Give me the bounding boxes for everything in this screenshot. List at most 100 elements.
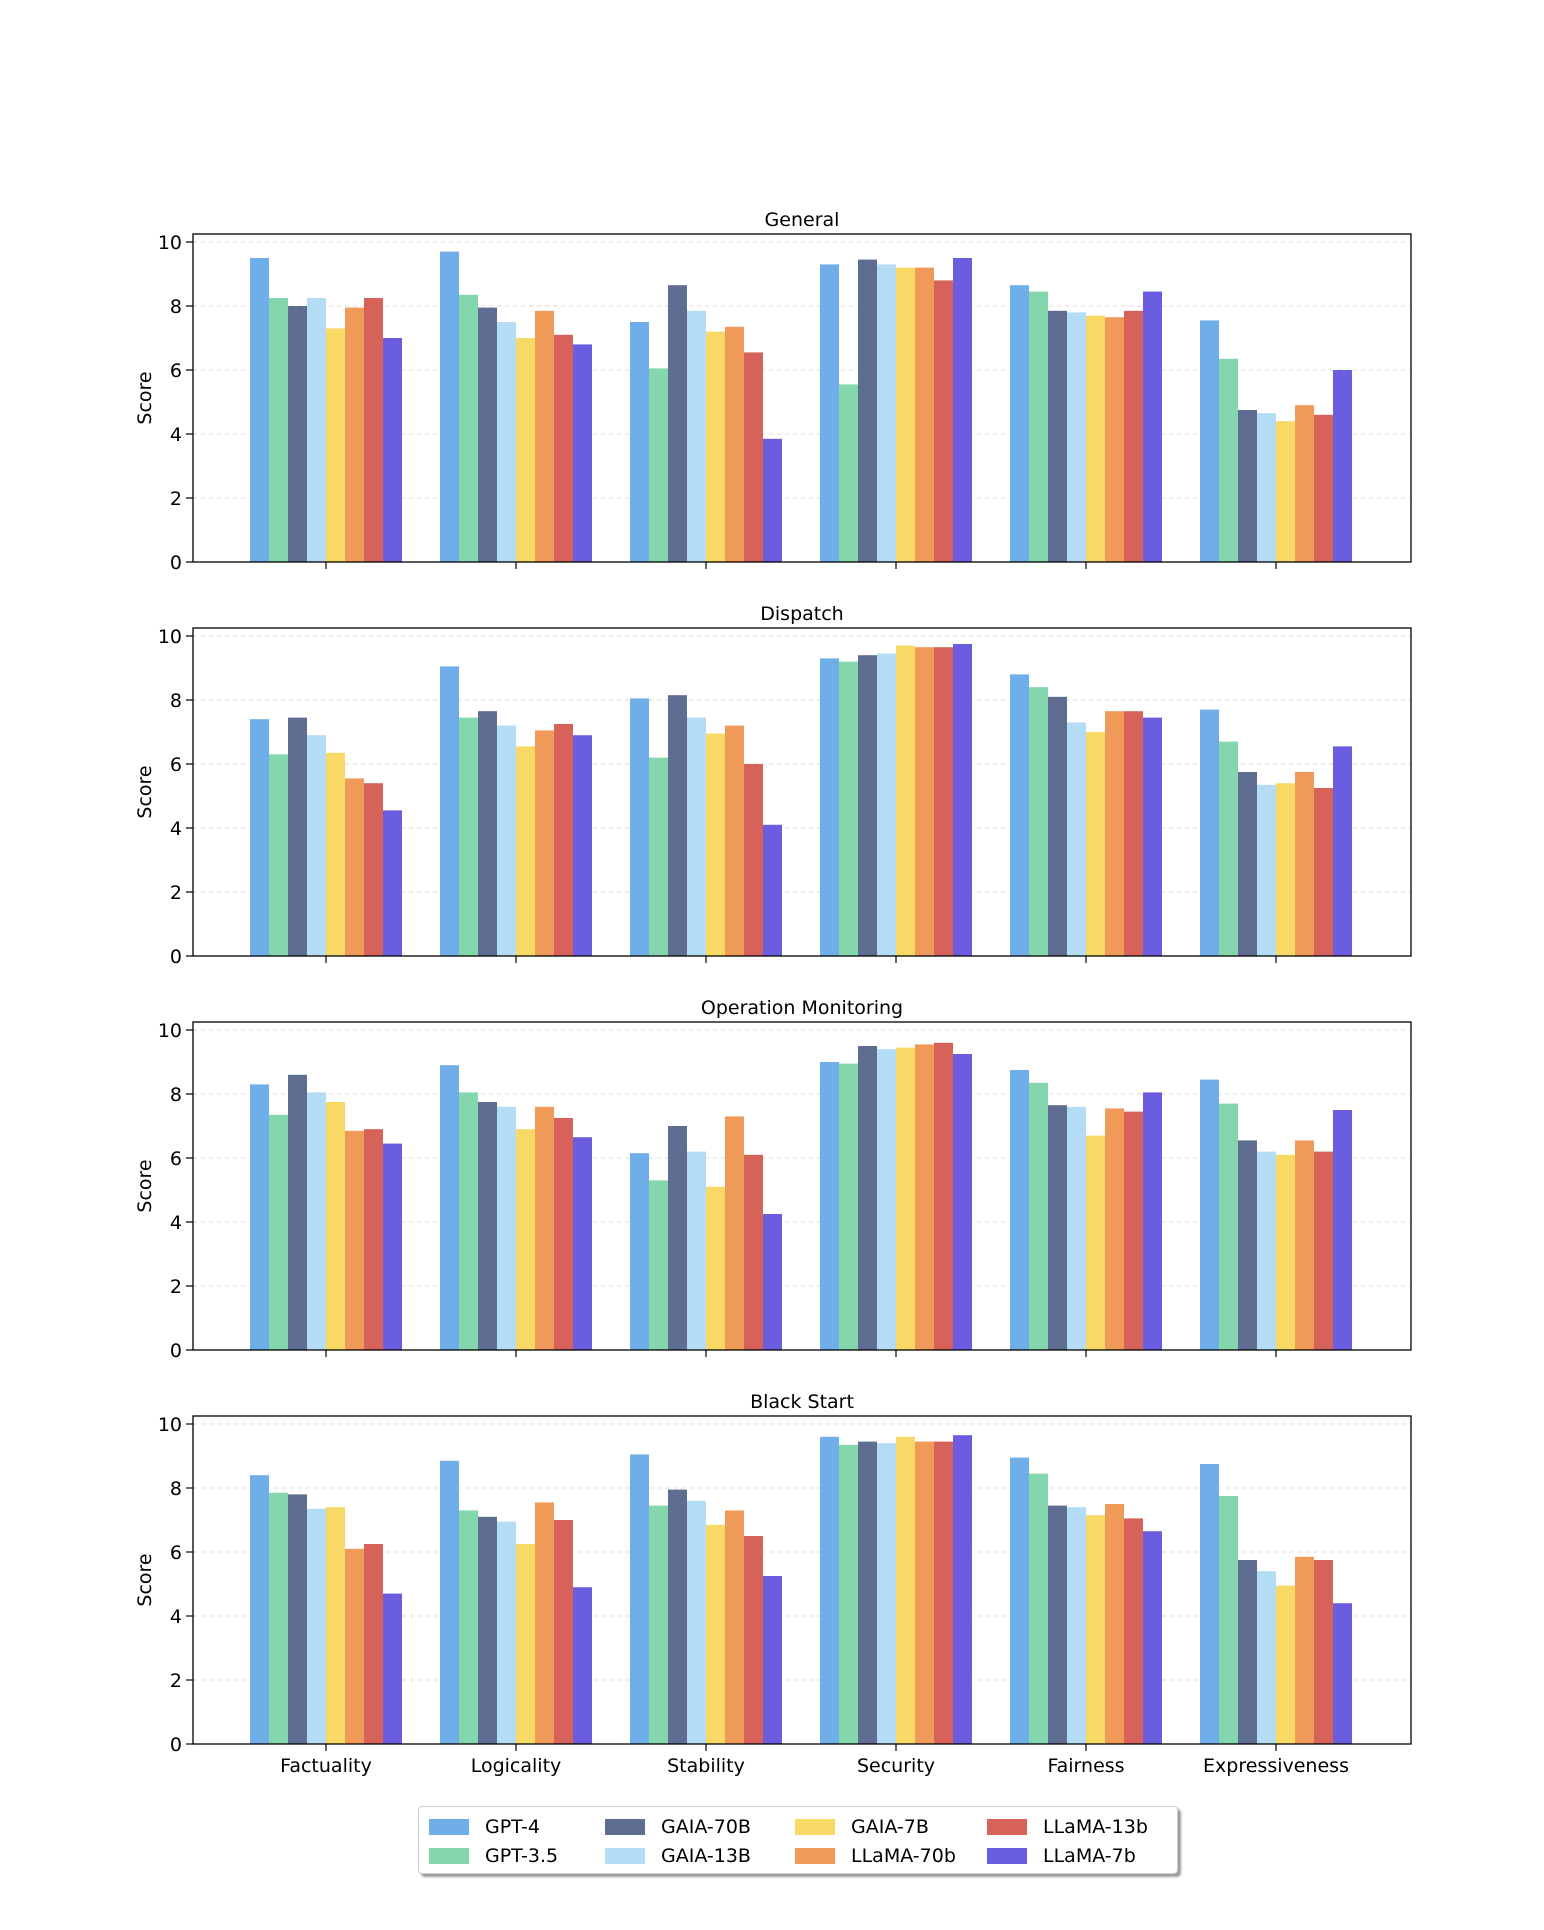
bar-black-start-llama-70b-expressiveness <box>1295 1556 1314 1744</box>
bar-general-gaia-13b-logicality <box>497 322 516 562</box>
bar-general-gaia-7b-factuality <box>326 328 345 562</box>
panel-title-black-start: Black Start <box>750 1391 854 1413</box>
bar-dispatch-gpt-4-fairness <box>1010 674 1029 956</box>
bar-general-gaia-70b-fairness <box>1048 310 1067 562</box>
bar-dispatch-gpt-3-5-stability <box>649 757 668 956</box>
bar-black-start-gaia-13b-security <box>877 1443 896 1744</box>
bar-dispatch-gaia-7b-security <box>896 645 915 956</box>
legend-item-llama-7b: LLaMA-7b <box>987 1844 1136 1868</box>
bar-general-llama-7b-security <box>953 258 972 562</box>
bar-general-gaia-7b-security <box>896 267 915 562</box>
legend-item-gpt-4: GPT-4 <box>429 1815 540 1839</box>
y-axis-label-black-start: Score <box>134 1553 156 1606</box>
legend-swatch <box>987 1819 1027 1835</box>
bar-general-gpt-4-security <box>820 264 839 562</box>
bar-black-start-gaia-7b-fairness <box>1086 1515 1105 1744</box>
bar-general-llama-13b-fairness <box>1124 310 1143 562</box>
legend-label: GAIA-13B <box>661 1845 751 1867</box>
bar-general-gaia-13b-expressiveness <box>1257 413 1276 562</box>
bar-black-start-gaia-7b-stability <box>706 1524 725 1744</box>
bar-black-start-gaia-7b-security <box>896 1436 915 1744</box>
legend-label: GAIA-70B <box>661 1816 751 1838</box>
bar-general-gaia-70b-expressiveness <box>1238 410 1257 562</box>
bar-black-start-gaia-70b-stability <box>668 1489 687 1744</box>
bar-dispatch-gaia-13b-factuality <box>307 735 326 956</box>
bar-black-start-gaia-70b-security <box>858 1441 877 1744</box>
bar-black-start-llama-70b-stability <box>725 1510 744 1744</box>
bar-general-gpt-4-fairness <box>1010 285 1029 562</box>
bar-general-gpt-3-5-logicality <box>459 294 478 562</box>
bar-operation-monitoring-gaia-13b-logicality <box>497 1106 516 1350</box>
y-tick-label-black-start: 4 <box>170 1606 182 1628</box>
bar-dispatch-gaia-7b-fairness <box>1086 732 1105 956</box>
bar-dispatch-llama-70b-factuality <box>345 778 364 956</box>
y-axis-label-general: Score <box>134 371 156 424</box>
bar-general-gaia-13b-factuality <box>307 298 326 562</box>
bar-black-start-llama-13b-fairness <box>1124 1518 1143 1744</box>
bar-black-start-gaia-13b-expressiveness <box>1257 1571 1276 1744</box>
bar-dispatch-gaia-13b-logicality <box>497 725 516 956</box>
bar-operation-monitoring-llama-13b-security <box>934 1042 953 1350</box>
x-tick-label-security: Security <box>857 1755 935 1777</box>
bar-black-start-gpt-3-5-expressiveness <box>1219 1496 1238 1744</box>
bar-general-gaia-7b-logicality <box>516 338 535 562</box>
bar-general-gaia-70b-stability <box>668 285 687 562</box>
x-tick-label-logicality: Logicality <box>471 1755 562 1777</box>
y-tick-label-dispatch: 8 <box>170 690 182 712</box>
panel-title-general: General <box>765 209 840 231</box>
bar-operation-monitoring-gpt-4-stability <box>630 1153 649 1350</box>
y-tick-label-general: 8 <box>170 296 182 318</box>
bar-black-start-llama-7b-stability <box>763 1576 782 1744</box>
bar-dispatch-llama-70b-security <box>915 647 934 956</box>
bar-operation-monitoring-gaia-7b-logicality <box>516 1129 535 1350</box>
y-tick-label-black-start: 10 <box>158 1414 182 1436</box>
bar-black-start-gaia-70b-fairness <box>1048 1505 1067 1744</box>
x-tick-label-stability: Stability <box>667 1755 745 1777</box>
bar-black-start-gpt-3-5-fairness <box>1029 1473 1048 1744</box>
bar-black-start-gpt-3-5-security <box>839 1444 858 1744</box>
y-tick-label-black-start: 8 <box>170 1478 182 1500</box>
bar-black-start-llama-13b-stability <box>744 1536 763 1744</box>
bar-black-start-llama-70b-factuality <box>345 1548 364 1744</box>
bar-dispatch-gaia-13b-expressiveness <box>1257 784 1276 956</box>
y-tick-label-operation-monitoring: 6 <box>170 1148 182 1170</box>
bar-dispatch-gaia-70b-security <box>858 655 877 956</box>
bar-general-gpt-3-5-security <box>839 384 858 562</box>
bar-operation-monitoring-llama-7b-expressiveness <box>1333 1110 1352 1350</box>
bar-general-gpt-3-5-factuality <box>269 298 288 562</box>
bar-operation-monitoring-llama-13b-logicality <box>554 1118 573 1350</box>
bar-black-start-gpt-4-logicality <box>440 1460 459 1744</box>
y-tick-label-general: 4 <box>170 424 182 446</box>
bar-dispatch-llama-7b-stability <box>763 824 782 956</box>
bar-dispatch-llama-13b-expressiveness <box>1314 788 1333 956</box>
bar-black-start-gaia-70b-factuality <box>288 1494 307 1744</box>
bar-general-gaia-7b-fairness <box>1086 315 1105 562</box>
bar-dispatch-llama-70b-stability <box>725 725 744 956</box>
bar-dispatch-llama-7b-fairness <box>1143 717 1162 956</box>
bar-black-start-llama-13b-expressiveness <box>1314 1560 1333 1744</box>
bar-operation-monitoring-llama-70b-stability <box>725 1116 744 1350</box>
legend-swatch <box>605 1848 645 1864</box>
bar-black-start-gpt-4-stability <box>630 1454 649 1744</box>
bar-operation-monitoring-llama-13b-factuality <box>364 1129 383 1350</box>
bar-operation-monitoring-gpt-3-5-security <box>839 1063 858 1350</box>
bar-dispatch-llama-13b-security <box>934 647 953 956</box>
legend-item-gpt-3-5: GPT-3.5 <box>429 1844 558 1868</box>
bar-dispatch-llama-13b-fairness <box>1124 711 1143 956</box>
y-tick-label-general: 6 <box>170 360 182 382</box>
bar-operation-monitoring-gpt-3-5-factuality <box>269 1114 288 1350</box>
x-tick-label-fairness: Fairness <box>1047 1755 1124 1777</box>
bar-black-start-gaia-70b-expressiveness <box>1238 1560 1257 1744</box>
bar-general-llama-70b-fairness <box>1105 317 1124 562</box>
legend-item-llama-70b: LLaMA-70b <box>795 1844 956 1868</box>
y-tick-label-dispatch: 10 <box>158 626 182 648</box>
bar-operation-monitoring-gaia-7b-fairness <box>1086 1135 1105 1350</box>
bar-general-gaia-13b-fairness <box>1067 312 1086 562</box>
legend-label: LLaMA-70b <box>851 1845 956 1867</box>
bar-operation-monitoring-gaia-7b-stability <box>706 1186 725 1350</box>
bar-operation-monitoring-gpt-3-5-expressiveness <box>1219 1103 1238 1350</box>
legend-swatch <box>429 1848 469 1864</box>
bar-black-start-gaia-7b-logicality <box>516 1544 535 1744</box>
legend-label: GAIA-7B <box>851 1816 929 1838</box>
bar-general-llama-13b-security <box>934 280 953 562</box>
